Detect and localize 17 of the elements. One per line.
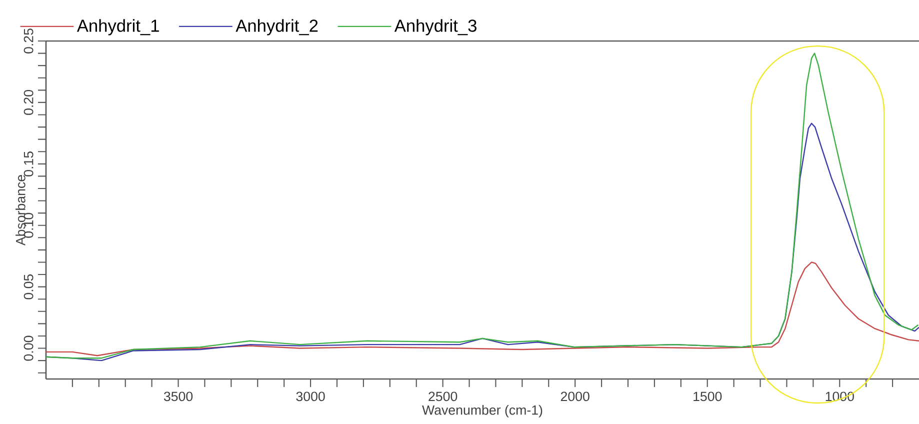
x-tick-label: 2500 xyxy=(428,392,458,402)
y-tick-label: 0.20 xyxy=(24,90,34,115)
x-tick-label: 3000 xyxy=(296,392,325,402)
y-tick-label: 0.00 xyxy=(24,336,34,361)
x-axis-title: Wavenumber (cm-1) xyxy=(422,404,542,418)
x-tick-label: 3500 xyxy=(164,392,193,402)
y-tick-label: 0.05 xyxy=(24,274,34,300)
y-tick-label: 0.25 xyxy=(24,28,34,54)
legend-label: Anhydrit_1 xyxy=(76,19,159,36)
legend-label: Anhydrit_2 xyxy=(236,19,318,36)
x-tick-label: 1500 xyxy=(694,392,722,402)
y-tick-label: 0.15 xyxy=(24,151,34,176)
x-tick-label: 2000 xyxy=(560,392,590,402)
legend-label: Anhydrit_3 xyxy=(394,19,476,36)
y-tick-label: 0.10 xyxy=(24,212,34,238)
y-axis-title: Absorbance xyxy=(16,175,26,246)
line-series xyxy=(46,52,919,359)
